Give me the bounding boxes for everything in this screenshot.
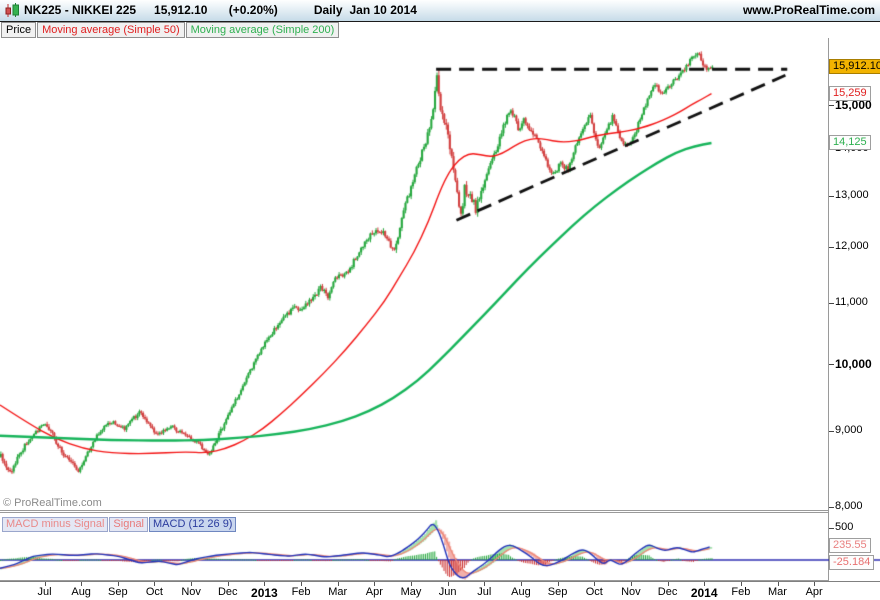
- last-price-badge: 15,912.10: [829, 58, 880, 74]
- time-axis-tick: [557, 582, 559, 586]
- time-axis-tick: [411, 582, 412, 586]
- time-axis-label-2014: 2014: [690, 586, 718, 600]
- watermark: © ProRealTime.com: [3, 497, 102, 509]
- time-axis-tick: [777, 582, 779, 586]
- macd-axis-label-500: 500: [829, 521, 853, 533]
- time-axis-label-aug: Aug: [71, 586, 91, 598]
- time-axis-label-nov: Nov: [181, 586, 201, 598]
- macd-toolbar-button-signal[interactable]: Signal: [109, 517, 148, 532]
- time-axis-label-dec: Dec: [217, 586, 238, 598]
- time-axis-tick: [264, 582, 266, 586]
- price-axis-divider: [828, 38, 829, 581]
- title-bar: NK225 - NIKKEI 225 15,912.10 (+0.20%) Dail…: [0, 0, 880, 22]
- candlestick-logo-icon: [4, 2, 21, 23]
- price-axis-label-8000: 8,000: [829, 500, 863, 512]
- time-axis-tick: [117, 582, 119, 586]
- ma50-value-badge: 15,259: [829, 85, 871, 101]
- last-price-and-change: 15,912.10 (+0.20%): [154, 3, 278, 17]
- time-axis-tick: [704, 582, 706, 586]
- time-axis-tick: [520, 582, 522, 586]
- time-axis-label-jul: Jul: [37, 586, 52, 598]
- time-axis-label-mar: Mar: [328, 586, 348, 598]
- price-axis-label-13000: 13,000: [829, 189, 869, 201]
- time-axis-label-oct: Oct: [145, 586, 163, 598]
- time-axis-tick: [630, 582, 632, 586]
- macd-minus-signal-value-badge: 235.55: [829, 537, 871, 553]
- time-axis-label-jun: Jun: [438, 586, 457, 598]
- time-axis-label-2013: 2013: [251, 586, 278, 600]
- time-axis-label-may: May: [400, 586, 422, 598]
- time-axis-label-oct: Oct: [585, 586, 603, 598]
- ma200-value-badge: 14,125: [829, 134, 871, 150]
- time-axis-tick: [484, 582, 486, 586]
- toolbar-button-price[interactable]: Price: [1, 22, 37, 38]
- time-axis: Jul Aug Sep Oct Nov Dec 2013 Feb Mar Apr May Jun Jul…: [0, 581, 880, 600]
- time-axis-label-sep: Sep: [108, 586, 128, 598]
- price-axis-label-12000: 12,000: [829, 240, 869, 252]
- time-axis-label-apr: Apr: [805, 586, 823, 598]
- time-axis-tick: [374, 582, 376, 586]
- time-axis-tick: [301, 582, 303, 586]
- toolbar-button-moving-average-simple-200-[interactable]: Moving average (Simple 200): [185, 22, 340, 38]
- price-axis-label-9000: 9,000: [829, 424, 863, 436]
- time-axis-label-feb: Feb: [291, 586, 311, 598]
- chart-title: NK225 - NIKKEI 225 15,912.10 (+0.20%) Dail…: [24, 3, 435, 17]
- time-axis-label-mar: Mar: [768, 586, 787, 598]
- timeframe-label: Daily: [313, 3, 343, 17]
- price-chart-panel: © ProRealTime.com: [0, 38, 880, 511]
- time-axis-tick: [667, 582, 669, 586]
- panel-separator: [0, 510, 829, 511]
- time-axis-tick: [44, 582, 46, 586]
- signal-value-badge: -25.184: [829, 554, 875, 570]
- time-axis-tick: [154, 582, 156, 586]
- price-axis-label-15000: 15,000: [829, 98, 872, 112]
- time-axis-tick: [814, 582, 816, 586]
- macd-toolbar-button-macd-minus-signal[interactable]: MACD minus Signal: [2, 517, 109, 532]
- time-axis-tick: [447, 582, 449, 586]
- toolbar-button-moving-average-simple-50-[interactable]: Moving average (Simple 50): [37, 22, 185, 38]
- macd-panel-top-border: [0, 512, 829, 513]
- price-axis-label-11000: 11,000: [829, 296, 868, 308]
- time-axis-label-apr: Apr: [365, 586, 383, 598]
- time-axis-tick: [191, 582, 193, 586]
- indicator-toolbar: Price Moving average (Simple 50) Moving av…: [0, 22, 880, 38]
- time-axis-label-dec: Dec: [657, 586, 678, 598]
- time-axis-label-jul: Jul: [477, 586, 492, 598]
- time-axis-tick: [227, 582, 229, 586]
- macd-toolbar: MACD minus Signal Signal MACD (12 26 9): [2, 514, 237, 532]
- session-date: Jan 10 2014: [349, 3, 417, 17]
- time-axis-label-feb: Feb: [731, 586, 751, 598]
- time-axis-tick: [81, 582, 83, 586]
- time-axis-tick: [337, 582, 339, 586]
- price-axis-label-10000: 10,000: [829, 357, 872, 371]
- time-axis-tick: [740, 582, 742, 586]
- time-axis-label-sep: Sep: [547, 586, 568, 598]
- price-chart-canvas[interactable]: [0, 38, 828, 511]
- time-axis-tick: [594, 582, 596, 586]
- time-axis-label-aug: Aug: [511, 586, 531, 598]
- prorealtime-website-text: www.ProRealTime.com: [742, 3, 875, 17]
- macd-toolbar-button-macd-12-26-9-[interactable]: MACD (12 26 9): [149, 517, 237, 532]
- time-axis-label-nov: Nov: [621, 586, 641, 598]
- symbol-name: NK225 - NIKKEI 225: [24, 3, 137, 17]
- macd-panel-bottom-border: [0, 580, 829, 581]
